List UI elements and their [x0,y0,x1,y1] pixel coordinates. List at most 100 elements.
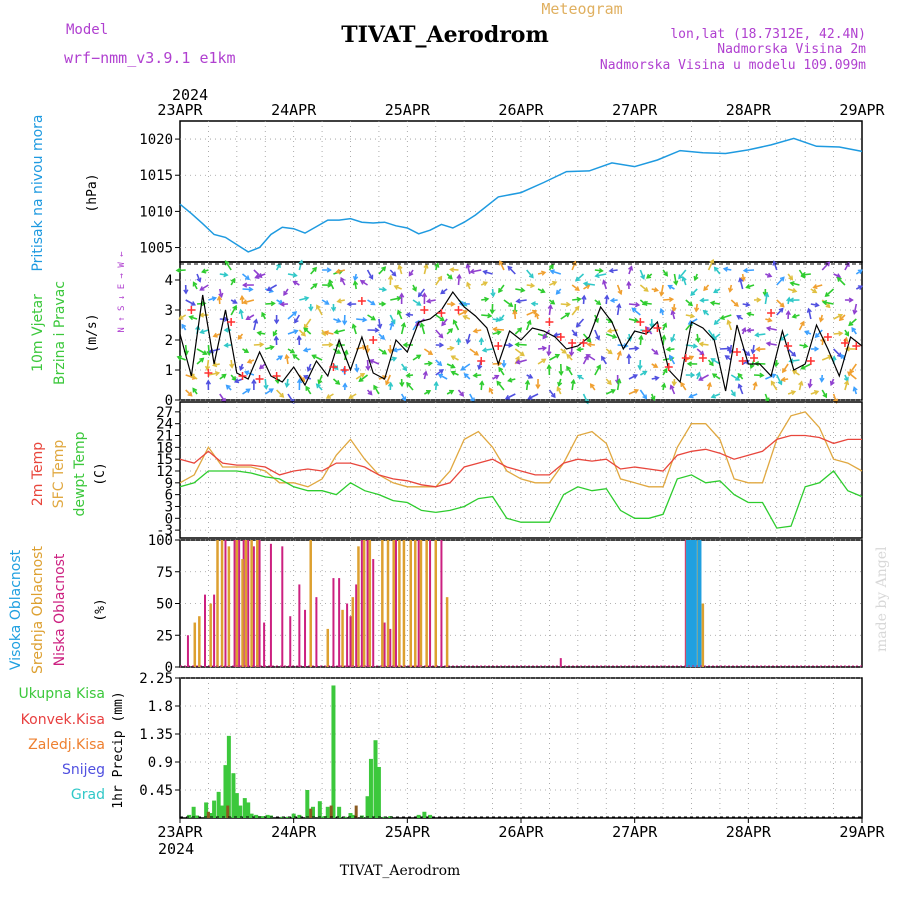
wind-arrow [833,314,843,320]
wind-arrow [720,314,732,320]
wind-arrow-head [670,337,676,343]
wind-arrow [670,385,676,395]
wind-arrow-head [653,349,659,355]
wind-arrow-head [242,299,248,305]
wind-arrow-head [246,358,253,364]
wind-arrow [571,306,580,316]
wind-arrow-head [374,327,380,333]
wind-arrow [358,374,369,382]
cloud-bar [216,540,219,667]
wind-arrow [196,348,207,355]
wind-arrow [420,323,426,335]
wind-arrow-head [335,379,341,385]
wind-arrow-head [178,315,184,320]
wind-arrow-head [466,281,472,287]
wind-arrow-head [292,280,298,286]
wind-arrow [766,342,777,346]
cloud-bar [227,546,231,667]
y-tick-label: 0 [165,393,173,409]
wind-arrow [595,273,607,277]
wind-arrow [482,348,493,352]
precip-bar-total [208,813,213,818]
wind-arrow [378,266,386,275]
wind-arrow-head [653,363,659,368]
wind-arrow-head [269,345,275,351]
cloud-bar [417,540,420,667]
precip-bar-total [376,766,381,818]
wind-arrow-head [201,268,207,274]
gust-marker [420,306,429,314]
wind-arrow-head [300,331,306,337]
wind-arrow-head [478,337,485,343]
gust-marker [329,363,338,371]
wind-arrow-head [616,378,622,384]
wind-arrow-head [340,276,345,283]
wind-arrow-head [417,292,423,298]
wind-arrow-head [422,370,428,376]
wind-arrow [242,388,251,395]
wind-arrow-head [216,295,223,301]
wind-arrow [276,389,284,398]
wind-arrow-head [325,394,331,399]
gust-marker [636,318,645,326]
wind-arrow-head [534,311,540,318]
wind-arrow-head [238,308,244,315]
wind-arrow-head [387,348,394,354]
wind-arrow [628,389,639,395]
wind-arrow-head [377,323,383,330]
precip-bar-total [212,800,217,818]
wind-arrow [385,374,392,385]
cloud-ylabel-3: Niska Oblacnost [52,553,68,666]
precip-bar-total [337,806,342,818]
wind-arrow-head [393,284,399,290]
wind-arrow [848,318,857,326]
wind-arrow [389,314,396,324]
wind-arrow [560,303,570,306]
wind-arrow-head [631,307,637,313]
wind-arrow-head [528,273,534,279]
wind-arrow [584,282,595,286]
cloud-bar [419,540,423,667]
wind-arrow [242,273,250,280]
wind-arrow [207,344,211,355]
y-tick-label: 100 [148,533,173,549]
cloud-bar [263,622,266,667]
wind-arrow-head [755,346,761,352]
wind-arrow [515,288,525,292]
wind-arrow-head [643,287,649,292]
date-tick-label: 23APR [157,101,203,119]
wind-arrow-head [230,277,236,284]
wind-arrow-head [438,369,445,374]
wind-arrow [712,333,721,341]
wind-arrow-head [772,260,778,266]
wind-arrow [507,266,516,275]
wind-arrow [516,359,527,364]
wind-arrow-head [608,267,614,274]
wind-arrow-head [367,390,373,396]
cloud-bar [686,540,691,667]
wind-arrow-head [441,321,447,327]
wind-arrow-head [306,366,312,372]
wind-arrow [318,374,323,384]
wind-arrow [373,385,380,395]
station-title: TIVAT_Aerodrom [341,22,549,48]
wind-arrow-head [508,342,514,348]
wind-arrow-head [387,381,394,387]
wind-arrow-head [736,315,742,320]
gust-marker [568,339,577,347]
wind-arrow-head [335,268,341,274]
wind-arrow [548,305,552,316]
wind-arrow-head [389,321,395,327]
wind-arrow [435,314,445,322]
wind-arrow-head [472,372,478,379]
y-tick-label: 3 [165,303,173,319]
cloud-bar [349,616,352,667]
wind-arrow-head [188,315,194,321]
wind-arrow-head [788,275,794,281]
wind-arrow-head [586,341,592,348]
wind-arrow-head [662,322,668,328]
wind-arrow [176,269,186,272]
gust-marker [840,339,849,347]
wind-arrow-head [462,315,468,320]
wind-arrow [738,384,744,395]
